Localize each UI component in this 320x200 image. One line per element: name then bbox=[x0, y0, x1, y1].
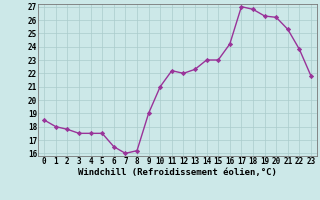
X-axis label: Windchill (Refroidissement éolien,°C): Windchill (Refroidissement éolien,°C) bbox=[78, 168, 277, 177]
